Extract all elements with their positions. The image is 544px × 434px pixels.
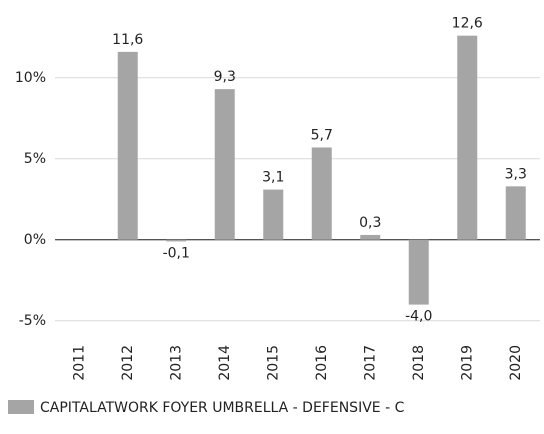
x-tick-label: 2013 <box>168 345 184 381</box>
legend-label: CAPITALATWORK FOYER UMBRELLA - DEFENSIVE… <box>40 400 405 416</box>
x-tick-label: 2011 <box>71 345 87 381</box>
y-tick-label: 10% <box>15 70 46 86</box>
y-tick-label: 0% <box>24 232 46 248</box>
x-tick-label: 2015 <box>265 345 281 381</box>
value-label: 3,1 <box>262 170 284 186</box>
value-label: 9,3 <box>214 69 236 85</box>
bar <box>214 89 235 240</box>
value-label: 5,7 <box>311 127 333 143</box>
value-label: 11,6 <box>112 32 143 48</box>
value-label: 12,6 <box>452 16 483 32</box>
x-tick-label: 2016 <box>314 345 330 381</box>
bar <box>311 147 332 240</box>
value-label: 3,3 <box>505 166 527 182</box>
bar <box>166 239 187 242</box>
x-tick-label: 2017 <box>362 345 378 381</box>
bar <box>360 234 381 240</box>
x-tick-label: 2018 <box>411 345 427 381</box>
bar <box>505 186 526 240</box>
bar <box>457 35 478 240</box>
bar <box>117 51 138 240</box>
value-label: -0,1 <box>163 245 190 261</box>
bar <box>408 239 429 305</box>
value-label: -4,0 <box>405 309 432 325</box>
x-tick-label: 2020 <box>508 345 524 381</box>
x-tick-label: 2012 <box>120 345 136 381</box>
legend-swatch <box>8 400 34 414</box>
x-tick-label: 2019 <box>459 345 475 381</box>
value-label: 0,3 <box>359 215 381 231</box>
bar <box>263 189 284 240</box>
y-tick-label: -5% <box>19 313 46 329</box>
x-tick-label: 2014 <box>217 345 233 381</box>
y-tick-label: 5% <box>24 151 46 167</box>
